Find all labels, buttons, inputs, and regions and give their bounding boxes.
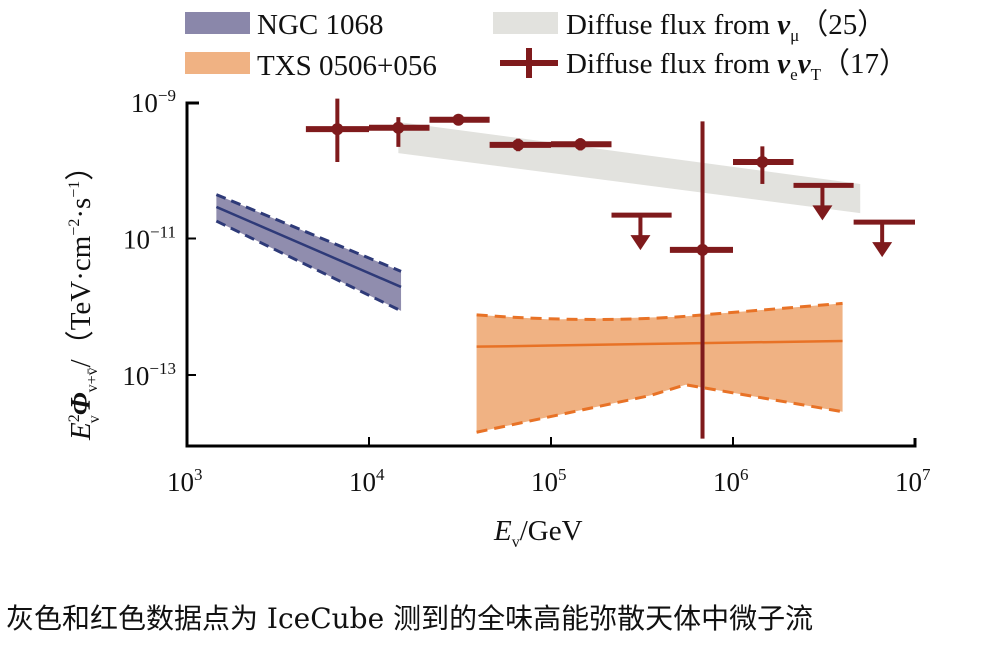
errorbar-point <box>669 121 733 439</box>
diffuse-mu-band <box>398 121 861 214</box>
errorbar-point <box>551 138 612 151</box>
x-tick-label: 107 <box>895 465 931 497</box>
data-point-marker <box>512 138 525 151</box>
legend-label-diffuse-et: Diffuse flux from vevT（17） <box>566 48 908 84</box>
upper-limit-arrow-icon <box>630 235 651 251</box>
legend-label-txs: TXS 0506+056 <box>257 50 437 82</box>
legend-errorbar-icon <box>500 48 558 78</box>
data-point-marker <box>756 156 769 169</box>
data-point-marker <box>574 138 587 151</box>
x-tick-label: 105 <box>531 465 567 497</box>
legend-label-diffuse-mu: Diffuse flux from vμ（25） <box>566 9 886 45</box>
figure-caption: 灰色和红色数据点为 IceCube 测到的全味高能弥散天体中微子流 <box>6 602 814 635</box>
y-tick-label: 10−13 <box>122 359 176 391</box>
data-point-marker <box>392 121 405 134</box>
data-point-marker <box>696 243 709 256</box>
errorbar-point <box>489 138 551 152</box>
y-tick-label: 10−9 <box>131 86 176 118</box>
upper-limit-arrow-icon <box>872 242 893 258</box>
errorbar-point <box>305 98 369 163</box>
txs-best-fit <box>476 339 843 348</box>
ngc1068-best-fit <box>215 205 402 289</box>
legend-label-ngc1068: NGC 1068 <box>257 9 383 41</box>
upper-limit-point <box>853 219 915 258</box>
data-point-marker <box>331 123 344 136</box>
x-tick-label: 104 <box>349 465 385 497</box>
x-tick-label: 103 <box>167 465 203 497</box>
ticks-layer: 103 104 105 106 107 10−9 10−11 10−13 <box>122 86 931 497</box>
legend-swatch-ngc1068 <box>185 12 250 34</box>
legend-swatch-txs <box>185 52 250 74</box>
ngc1068-band <box>216 194 402 311</box>
x-tick-label: 106 <box>713 465 749 497</box>
ngc1068-upper-bound <box>215 193 402 273</box>
txs-lower-bound <box>476 383 843 434</box>
upper-limit-arrow-icon <box>812 205 833 221</box>
x-axis-title: Ev/GeV <box>493 515 583 551</box>
errorbar-point <box>429 113 490 126</box>
upper-limit-point <box>793 182 854 221</box>
axes <box>185 101 917 448</box>
legend: NGC 1068 TXS 0506+056 Diffuse flux from … <box>185 9 908 84</box>
txs-band <box>476 303 843 433</box>
upper-limit-point <box>611 212 672 251</box>
y-axis-title: E2 vΦv+v̄/（TeV·cm−2·s−1） <box>65 152 103 441</box>
y-axis-line <box>185 101 917 448</box>
errorbar-point <box>733 146 794 184</box>
txs-upper-bound <box>476 301 843 321</box>
data-point-marker <box>452 113 465 126</box>
legend-swatch-diffuse-mu <box>493 12 558 34</box>
points-layer <box>305 98 915 439</box>
errorbar-point <box>369 117 430 147</box>
ngc1068-lower-bound <box>215 219 402 313</box>
y-tick-label: 10−11 <box>123 223 176 255</box>
